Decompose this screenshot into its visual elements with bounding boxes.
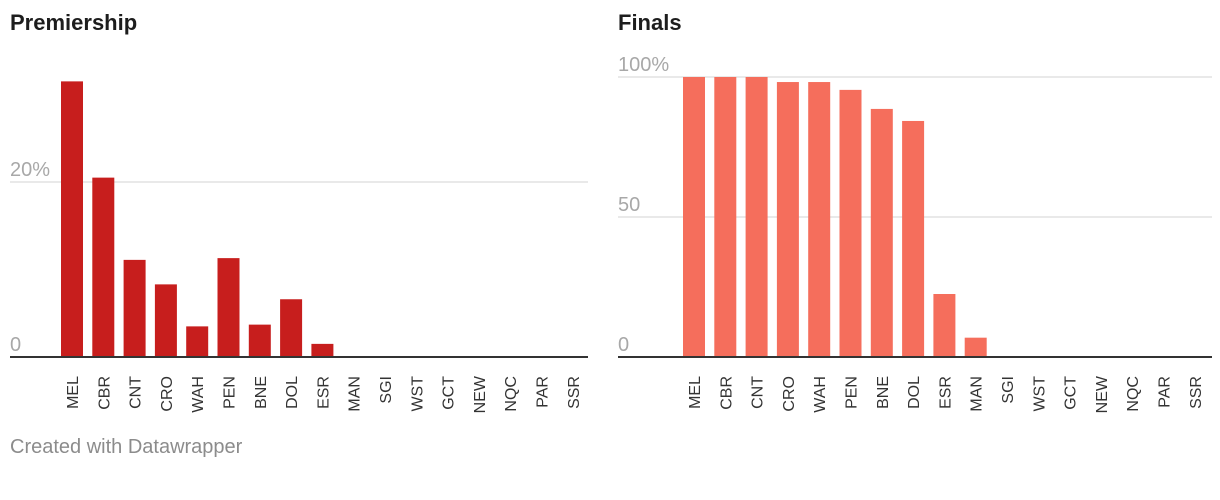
finals-category-label-bne: BNE <box>875 376 892 409</box>
premiership-category-label-nqc: NQC <box>503 376 520 412</box>
finals-category-label-par: PAR <box>1157 376 1174 408</box>
finals-category-label-man: MAN <box>969 376 986 412</box>
premiership-bar-wah <box>186 326 209 357</box>
finals-category-label-ssr: SSR <box>1188 376 1205 409</box>
premiership-category-label-new: NEW <box>472 375 489 413</box>
finals-bar-wah <box>808 82 831 357</box>
premiership-category-label-gct: GCT <box>441 376 458 410</box>
premiership-bar-bne <box>248 324 271 357</box>
premiership-ytick-label-20: 20% <box>10 159 50 181</box>
finals-bar-dol <box>902 120 925 358</box>
finals-bar-bne <box>870 108 893 357</box>
chart-title-finals: Finals <box>618 10 682 35</box>
finals-category-label-cro: CRO <box>781 376 798 412</box>
finals-category-label-sgi: SGI <box>1000 376 1017 404</box>
premiership-category-label-cbr: CBR <box>96 376 113 410</box>
chart-title-premiership: Premiership <box>10 10 138 35</box>
premiership-bar-cnt <box>123 259 146 357</box>
footer-credit: Created with Datawrapper <box>10 436 243 458</box>
finals-bar-man <box>964 337 987 357</box>
finals-category-label-gct: GCT <box>1063 376 1080 410</box>
finals-bar-pen <box>839 89 862 357</box>
premiership-category-label-wah: WAH <box>190 376 207 413</box>
premiership-bar-cbr <box>92 177 115 357</box>
finals-category-label-wst: WST <box>1031 376 1048 412</box>
finals-bar-cbr <box>714 77 737 357</box>
finals-bar-esr <box>933 294 956 357</box>
premiership-category-label-bne: BNE <box>253 376 270 409</box>
finals-category-label-pen: PEN <box>844 376 861 409</box>
finals-ytick-label-100: 100% <box>618 54 669 76</box>
finals-category-label-mel: MEL <box>687 376 704 409</box>
premiership-category-label-cnt: CNT <box>128 376 145 409</box>
finals-category-label-wah: WAH <box>812 376 829 413</box>
premiership-ytick-label-0: 0 <box>10 334 21 356</box>
premiership-category-label-ssr: SSR <box>566 376 583 409</box>
premiership-category-label-mel: MEL <box>65 376 82 409</box>
finals-category-label-cnt: CNT <box>750 376 767 409</box>
finals-ytick-label-50: 50 <box>618 194 640 216</box>
finals-bar-cro <box>776 82 799 357</box>
finals-category-label-nqc: NQC <box>1125 376 1142 412</box>
premiership-bar-dol <box>280 299 303 357</box>
premiership-bar-mel <box>61 81 83 357</box>
finals-category-label-cbr: CBR <box>718 376 735 410</box>
finals-bar-mel <box>683 77 705 357</box>
finals-bar-cnt <box>745 77 768 357</box>
finals-category-label-esr: ESR <box>937 376 954 409</box>
premiership-category-label-dol: DOL <box>284 376 301 409</box>
premiership-bar-cro <box>154 284 177 357</box>
premiership-category-label-pen: PEN <box>222 376 239 409</box>
premiership-category-label-esr: ESR <box>315 376 332 409</box>
finals-ytick-label-0: 0 <box>618 334 629 356</box>
premiership-category-label-sgi: SGI <box>378 376 395 404</box>
premiership-category-label-par: PAR <box>535 376 552 408</box>
premiership-category-label-man: MAN <box>347 376 364 412</box>
premiership-category-label-cro: CRO <box>159 376 176 412</box>
premiership-bar-pen <box>217 258 240 357</box>
finals-category-label-new: NEW <box>1094 375 1111 413</box>
premiership-category-label-wst: WST <box>409 376 426 412</box>
premiership-bar-esr <box>311 343 334 357</box>
finals-category-label-dol: DOL <box>906 376 923 409</box>
